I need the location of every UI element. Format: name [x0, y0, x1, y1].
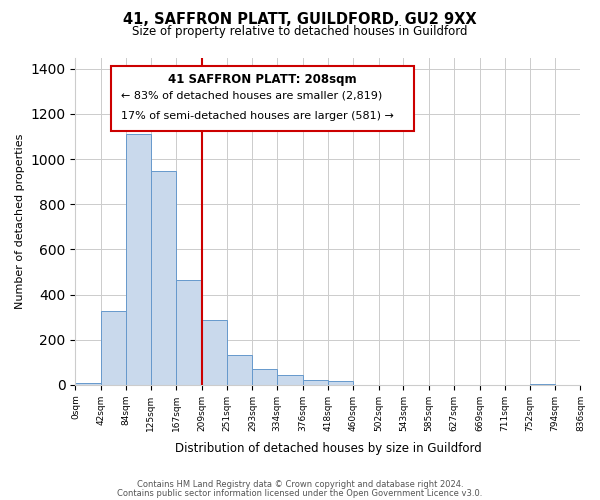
Bar: [176, 280, 202, 385]
Text: Contains public sector information licensed under the Open Government Licence v3: Contains public sector information licen…: [118, 488, 482, 498]
Bar: [202, 320, 227, 385]
Bar: [253, 369, 277, 385]
Bar: [151, 172, 176, 385]
Text: Contains HM Land Registry data © Crown copyright and database right 2024.: Contains HM Land Registry data © Crown c…: [137, 480, 463, 489]
Bar: [328, 382, 353, 385]
Text: 41, SAFFRON PLATT, GUILDFORD, GU2 9XX: 41, SAFFRON PLATT, GUILDFORD, GU2 9XX: [123, 12, 477, 28]
X-axis label: Distribution of detached houses by size in Guildford: Distribution of detached houses by size …: [175, 442, 481, 455]
Bar: [76, 382, 101, 385]
Bar: [530, 384, 555, 385]
Bar: [111, 66, 414, 131]
Bar: [302, 380, 328, 385]
Text: 17% of semi-detached houses are larger (581) →: 17% of semi-detached houses are larger (…: [121, 111, 394, 121]
Bar: [126, 134, 151, 385]
Bar: [227, 356, 253, 385]
Text: ← 83% of detached houses are smaller (2,819): ← 83% of detached houses are smaller (2,…: [121, 90, 382, 100]
Y-axis label: Number of detached properties: Number of detached properties: [15, 134, 25, 309]
Bar: [101, 312, 126, 385]
Text: 41 SAFFRON PLATT: 208sqm: 41 SAFFRON PLATT: 208sqm: [168, 73, 356, 86]
Bar: [277, 374, 302, 385]
Text: Size of property relative to detached houses in Guildford: Size of property relative to detached ho…: [132, 25, 468, 38]
